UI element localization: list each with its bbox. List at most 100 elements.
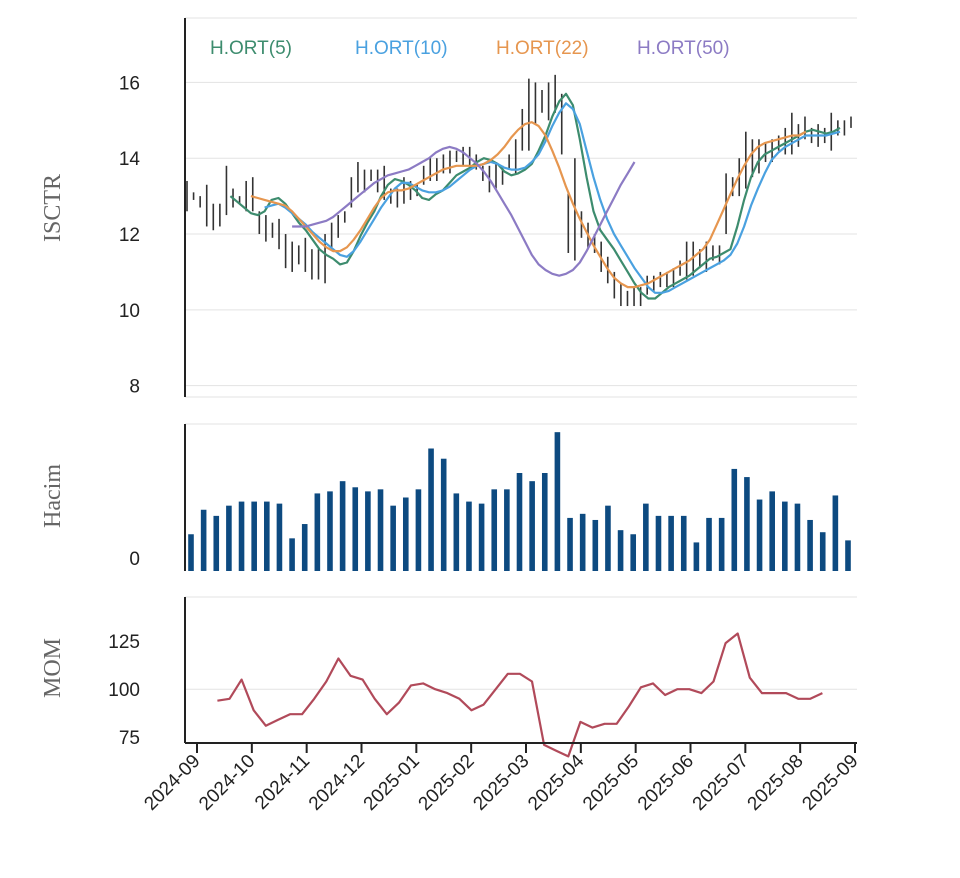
- volume-bar: [782, 501, 788, 571]
- volume-bar: [832, 495, 839, 571]
- volume-bar: [845, 540, 851, 571]
- volume-bar: [794, 503, 801, 571]
- price-y-ticks: 8 10 12 14 16: [119, 73, 141, 397]
- momentum-y-tick-label: 125: [108, 632, 140, 653]
- volume-bar: [744, 477, 750, 571]
- legend-entry: H.ORT(10): [355, 38, 448, 59]
- x-axis-ticks: 2024-092024-102024-112024-122025-012025-…: [140, 743, 863, 815]
- x-tick-label: 2025-09: [798, 751, 862, 815]
- volume-bars: [188, 432, 851, 571]
- legend-entry: H.ORT(22): [496, 38, 589, 59]
- volume-y-tick-label: 0: [129, 549, 140, 570]
- price-y-tick-label: 14: [119, 149, 141, 170]
- x-tick-label: 2025-07: [689, 751, 753, 815]
- volume-bar: [415, 489, 422, 571]
- price-y-axis-label: ISCTR: [40, 174, 66, 242]
- x-tick-label: 2024-12: [305, 751, 369, 815]
- volume-bar: [301, 524, 308, 571]
- volume-bar: [377, 489, 384, 571]
- volume-bar: [264, 501, 270, 571]
- volume-bar: [643, 503, 649, 571]
- volume-bar: [693, 542, 700, 571]
- volume-bar: [440, 458, 447, 571]
- volume-bar: [731, 468, 738, 571]
- volume-bar: [504, 489, 510, 571]
- volume-bar: [226, 505, 232, 571]
- volume-bar: [428, 448, 434, 571]
- ma-line-hort22: [250, 121, 807, 289]
- volume-bar: [630, 534, 637, 571]
- momentum-y-ticks: 75 100 125: [108, 632, 140, 749]
- x-tick-label: 2025-05: [579, 751, 643, 815]
- volume-bar: [668, 515, 674, 571]
- momentum-panel: MOM 75 100 125: [40, 596, 857, 758]
- momentum-y-tick-label: 100: [108, 680, 140, 701]
- price-y-tick-label: 8: [129, 377, 140, 398]
- moving-average-lines: [229, 92, 841, 300]
- volume-bar: [718, 517, 725, 571]
- volume-bar: [276, 503, 283, 571]
- momentum-polyline: [217, 632, 823, 758]
- volume-bar: [554, 432, 561, 571]
- legend-entry: H.ORT(5): [210, 38, 292, 59]
- volume-bar: [314, 493, 321, 571]
- price-y-tick-label: 12: [119, 225, 140, 246]
- price-y-tick-label: 16: [119, 73, 140, 94]
- x-tick-label: 2025-01: [360, 751, 424, 815]
- volume-bar: [213, 515, 220, 571]
- momentum-line: [217, 632, 823, 758]
- volume-bar: [680, 515, 687, 571]
- volume-bar: [807, 519, 813, 571]
- volume-bar: [592, 519, 599, 571]
- momentum-y-axis-label: MOM: [40, 638, 66, 698]
- volume-bar: [453, 493, 460, 571]
- x-tick-label: 2024-11: [251, 751, 314, 814]
- x-tick-label: 2025-03: [469, 751, 533, 815]
- volume-bar: [390, 505, 396, 571]
- volume-bar: [327, 491, 333, 571]
- volume-bar: [617, 530, 624, 571]
- volume-bar: [352, 487, 359, 571]
- volume-bar: [529, 481, 535, 571]
- ma-line-hort10: [264, 102, 841, 294]
- x-tick-label: 2025-04: [524, 750, 588, 814]
- momentum-y-tick-label: 75: [119, 728, 140, 749]
- volume-bar: [188, 534, 194, 571]
- volume-bar: [516, 473, 523, 571]
- volume-bar: [251, 501, 257, 571]
- volume-bar: [200, 509, 207, 571]
- volume-bar: [339, 481, 346, 571]
- volume-panel: Hacim 0: [40, 423, 857, 571]
- volume-bar: [491, 489, 498, 571]
- volume-y-axis-label: Hacim: [40, 464, 66, 528]
- price-candles: [186, 74, 852, 307]
- volume-bar: [478, 503, 485, 571]
- volume-bar: [655, 515, 662, 571]
- volume-bar: [819, 532, 826, 571]
- volume-bar: [567, 517, 573, 571]
- price-panel: 8 10 12 14 16 ISCTR H.ORT(5) H.ORT(10) H.ORT(2…: [40, 17, 857, 398]
- volume-bar: [541, 473, 548, 571]
- x-tick-label: 2025-08: [744, 751, 808, 815]
- volume-bar: [365, 491, 371, 571]
- volume-bar: [402, 497, 409, 571]
- x-axis: 2024-092024-102024-112024-122025-012025-…: [140, 742, 863, 815]
- x-tick-label: 2024-10: [195, 751, 259, 815]
- price-y-tick-label: 10: [119, 301, 140, 322]
- momentum-gridlines: [185, 596, 857, 690]
- legend-entry: H.ORT(50): [637, 38, 730, 59]
- volume-bar: [289, 538, 295, 571]
- volume-bar: [579, 513, 586, 571]
- x-tick-label: 2025-06: [634, 751, 698, 815]
- price-legend: H.ORT(5) H.ORT(10) H.ORT(22) H.ORT(50): [210, 38, 730, 59]
- volume-bar: [466, 501, 472, 571]
- volume-bar: [706, 517, 712, 571]
- ma-line-hort50: [292, 145, 636, 277]
- volume-bar: [238, 501, 245, 571]
- volume-bar: [769, 491, 775, 571]
- x-tick-label: 2024-09: [140, 751, 204, 815]
- volume-bar: [756, 499, 763, 571]
- x-tick-label: 2025-02: [415, 751, 479, 815]
- volume-y-ticks: 0: [129, 549, 140, 570]
